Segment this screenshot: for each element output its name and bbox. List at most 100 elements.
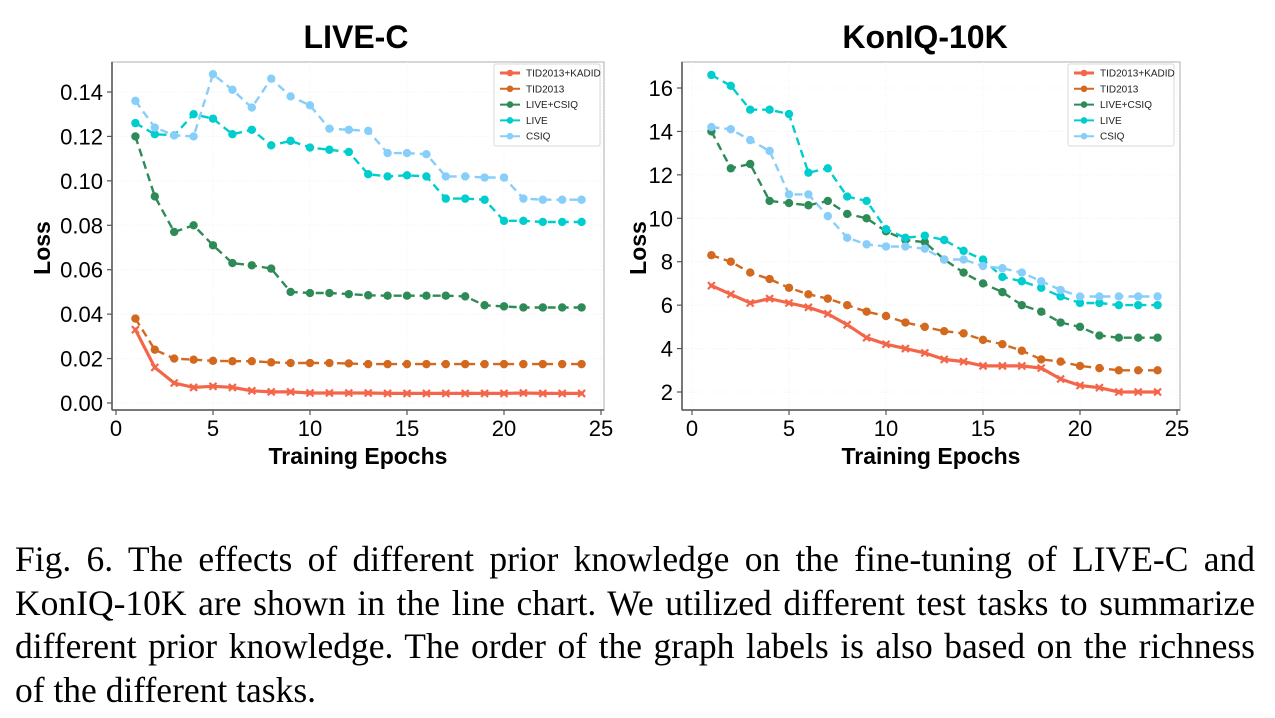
data-point (823, 196, 832, 206)
data-point (267, 74, 276, 83)
data-point (843, 300, 852, 310)
marker-core (230, 385, 235, 390)
legend-label: TID2013 (526, 84, 565, 95)
data-point (765, 294, 774, 303)
data-point (480, 389, 489, 398)
data-point (538, 389, 548, 398)
data-point (881, 339, 891, 349)
data-point (480, 195, 489, 204)
data-point (804, 303, 813, 312)
data-point (1075, 361, 1085, 371)
data-point (228, 357, 237, 366)
data-point (286, 358, 295, 368)
data-point (402, 359, 412, 369)
x-tick-label: 15 (971, 416, 995, 441)
marker-core (845, 322, 850, 327)
series-tid2013 (707, 251, 1162, 375)
x-tick-label: 10 (298, 416, 322, 441)
data-point (169, 378, 179, 388)
data-point (978, 335, 988, 345)
x-tick-label: 5 (207, 416, 219, 441)
chart-title: KonIQ-10K (842, 19, 1007, 55)
legend-label: TID2013+KADID (1100, 69, 1175, 80)
data-point (707, 122, 716, 132)
data-point (1153, 300, 1162, 310)
data-point (1017, 346, 1026, 355)
data-point (784, 198, 794, 208)
data-point (784, 283, 794, 292)
legend-item-live-csiq: LIVE+CSIQ (500, 100, 578, 111)
data-point (901, 318, 910, 327)
data-point (150, 192, 159, 201)
legend-label: LIVE (526, 116, 548, 127)
y-axis-label: Loss (625, 221, 651, 275)
data-point (1134, 292, 1143, 301)
data-point (402, 171, 412, 180)
series-csiq (707, 122, 1162, 301)
data-point (707, 251, 716, 260)
data-point (939, 355, 949, 364)
marker-core (424, 391, 429, 396)
marker-core (1039, 365, 1044, 371)
marker-core (482, 391, 487, 396)
legend-swatch-marker (1080, 69, 1088, 77)
legend-box (493, 63, 601, 147)
data-point (940, 255, 949, 264)
data-point (804, 290, 813, 299)
data-point (208, 241, 218, 250)
y-tick-label: 0.06 (60, 258, 103, 283)
data-point (286, 287, 295, 297)
data-point (978, 279, 988, 288)
data-point (1133, 387, 1143, 397)
data-point (228, 258, 237, 268)
data-point (1153, 387, 1162, 397)
x-axis-label: Training Epochs (842, 443, 1021, 469)
data-point (1153, 366, 1162, 375)
data-point (538, 303, 547, 312)
data-point (959, 268, 968, 277)
data-point (422, 389, 431, 398)
data-point (920, 348, 930, 358)
legend-swatch-marker (506, 85, 514, 93)
data-point (959, 246, 968, 256)
y-tick-label: 10 (649, 206, 673, 231)
legend: TID2013+KADID TID2013 LIVE+CSIQ LIVE CSIQ (493, 63, 601, 147)
data-point (538, 217, 547, 227)
data-point (1056, 357, 1065, 366)
y-tick-label: 4 (661, 337, 673, 362)
data-point (978, 261, 988, 271)
series-live-csiq (131, 132, 586, 312)
data-point (461, 359, 470, 369)
marker-core (806, 305, 811, 310)
data-point (441, 291, 450, 300)
marker-core (864, 335, 869, 340)
series-tid2013-kadid (707, 281, 1162, 397)
legend-swatch-marker (506, 101, 514, 108)
chart-title: LIVE-C (304, 19, 409, 55)
y-tick-label: 0.12 (60, 124, 103, 149)
data-point (1036, 363, 1046, 373)
data-point (325, 288, 334, 298)
x-tick-label: 15 (395, 416, 419, 441)
data-point (1056, 374, 1065, 384)
data-point (823, 309, 833, 319)
legend-item-tid2013: TID2013 (500, 84, 565, 95)
data-point (422, 150, 431, 159)
data-point (267, 264, 276, 273)
data-point (862, 333, 871, 342)
legend-item-live: LIVE (500, 116, 548, 127)
marker-core (269, 389, 274, 395)
data-point (1114, 333, 1124, 342)
data-point (441, 389, 451, 398)
data-point (726, 81, 735, 91)
data-point (1153, 292, 1162, 301)
data-point (189, 383, 198, 392)
data-point (402, 148, 412, 158)
data-point (189, 221, 198, 230)
data-point (1095, 292, 1104, 301)
data-point (305, 288, 315, 298)
data-point (364, 359, 373, 369)
series-line-tid2013-kadid (710, 284, 1158, 394)
data-point (228, 85, 237, 94)
marker-core (404, 391, 410, 396)
